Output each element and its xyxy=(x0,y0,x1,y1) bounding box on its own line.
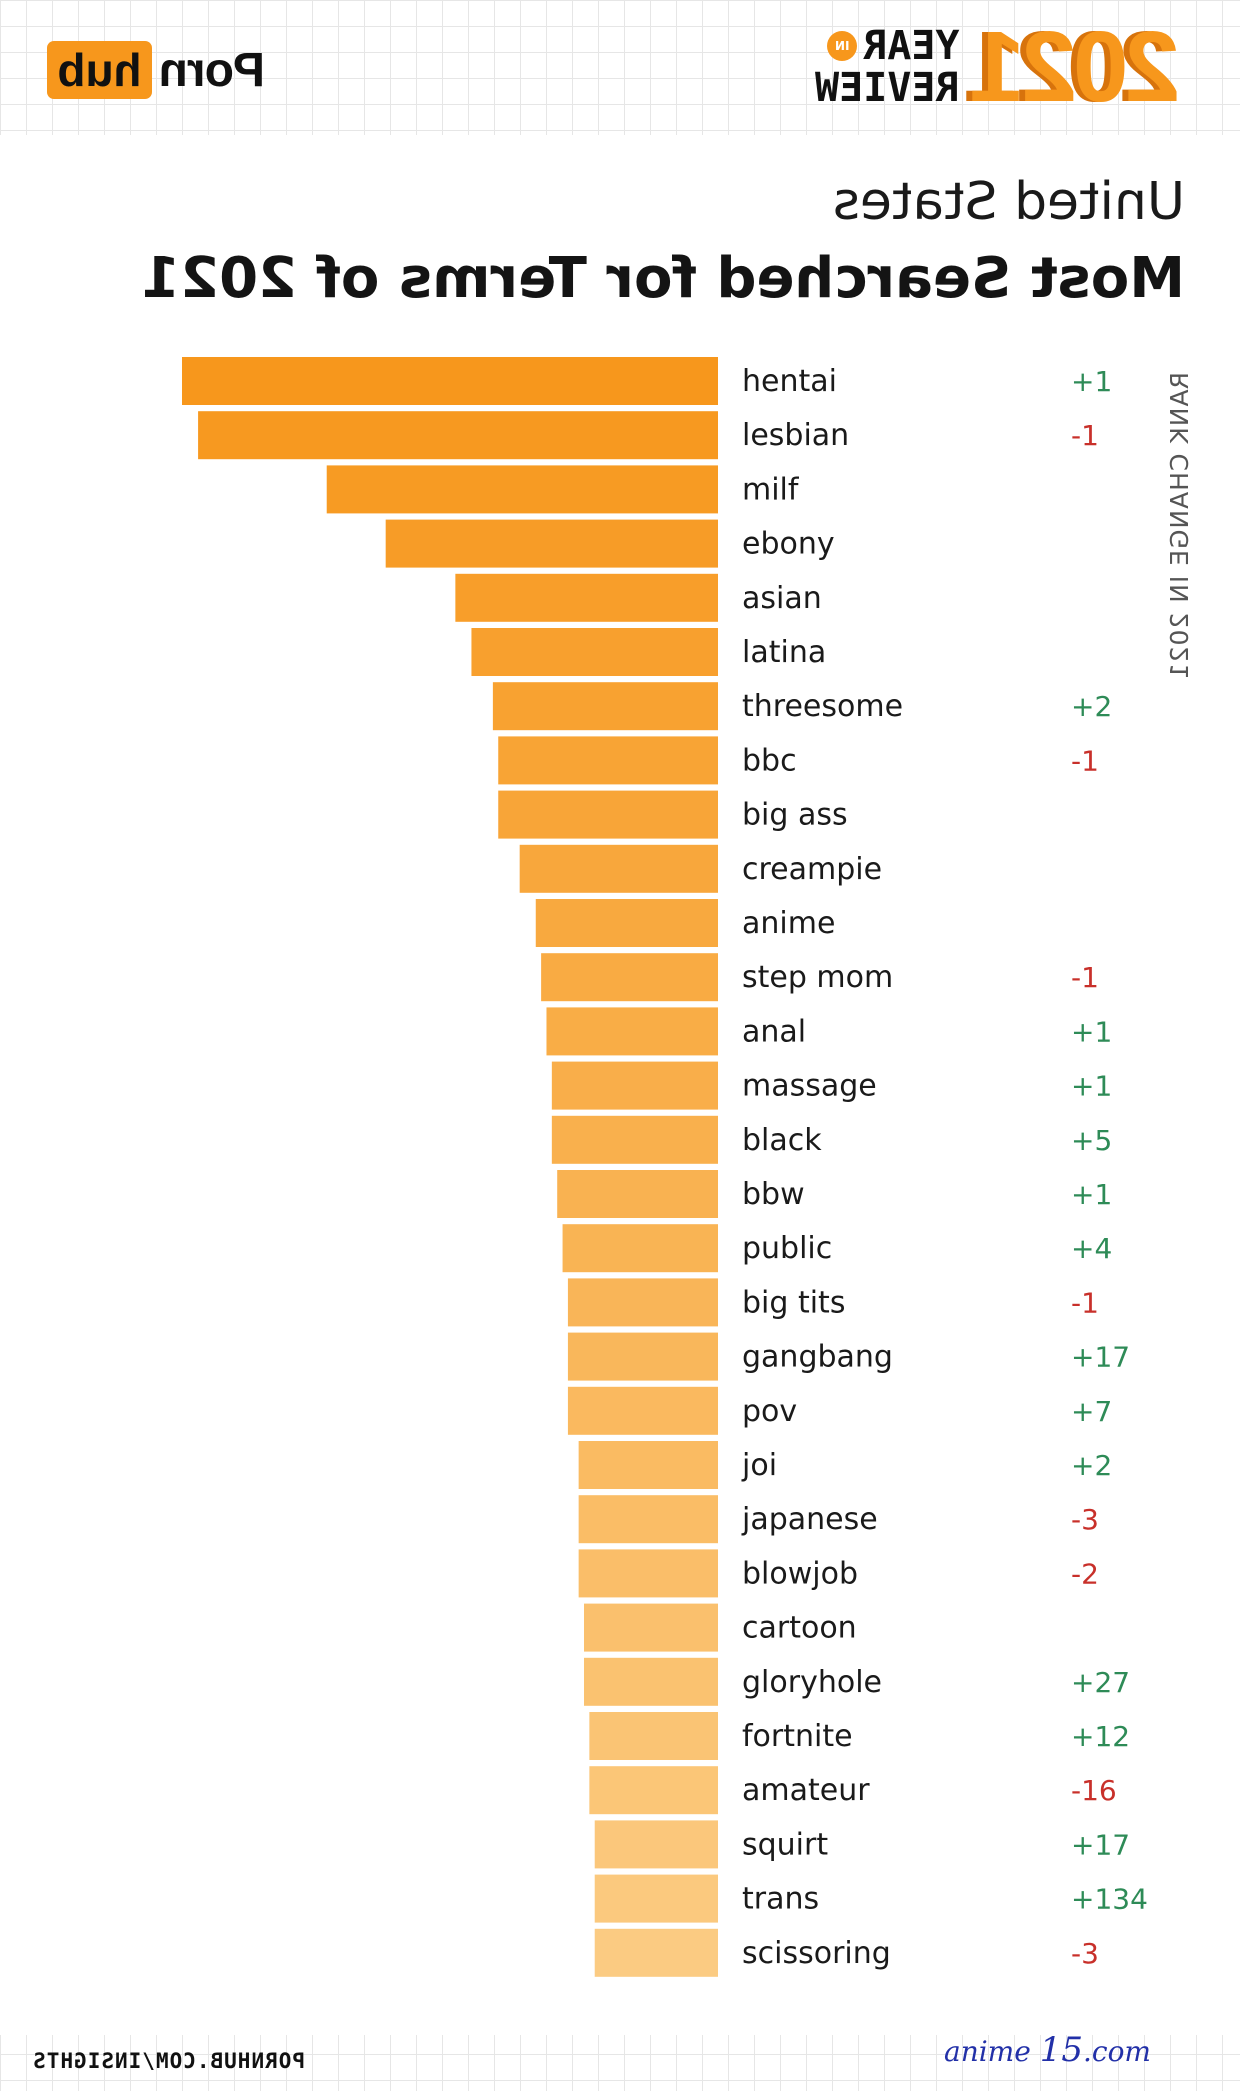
term-label: threesome xyxy=(742,689,903,724)
term-label: bbw xyxy=(742,1177,805,1212)
bar-gangbang xyxy=(567,1332,718,1381)
rank-change-value: -2 xyxy=(1071,1557,1099,1590)
rank-change-value: -3 xyxy=(1071,1937,1099,1970)
term-label: ebony xyxy=(742,527,835,562)
term-label: black xyxy=(742,1123,822,1158)
rank-change-value: -1 xyxy=(1071,744,1099,777)
rank-change-value: +1 xyxy=(1071,1070,1112,1103)
rank-change-value: +1 xyxy=(1071,1015,1112,1048)
term-label: milf xyxy=(742,472,800,507)
term-label: scissoring xyxy=(742,1936,891,1971)
bar-blowjob xyxy=(578,1549,718,1598)
term-label: blowjob xyxy=(742,1556,858,1591)
rank-change-value: -1 xyxy=(1071,419,1099,452)
bar-bbw xyxy=(557,1170,718,1218)
rank-change-value: -3 xyxy=(1071,1503,1099,1536)
term-label: joi xyxy=(741,1448,777,1483)
bar-step-mom xyxy=(541,953,718,1002)
rank-change-value: +1 xyxy=(1071,1178,1112,1211)
term-label: japanese xyxy=(741,1502,878,1537)
term-label: public xyxy=(742,1231,832,1266)
bar-lesbian xyxy=(198,411,718,460)
bar-black xyxy=(551,1115,718,1164)
rank-change-value: -16 xyxy=(1071,1774,1117,1807)
term-label: massage xyxy=(742,1069,877,1104)
rank-change-value: +2 xyxy=(1071,1449,1112,1482)
rank-change-value: +17 xyxy=(1071,1828,1130,1861)
term-label: big tits xyxy=(742,1285,845,1320)
footer-url: PORNHUB.COM/INSIGHTS xyxy=(32,2049,305,2073)
term-label: gloryhole xyxy=(742,1665,882,1700)
rank-change-value: +5 xyxy=(1071,1124,1112,1157)
rank-change-value: +17 xyxy=(1071,1341,1130,1374)
bar-creampie xyxy=(519,844,718,893)
bar-pov xyxy=(567,1386,718,1435)
rank-change-value: +134 xyxy=(1071,1883,1148,1916)
rank-change-value: -1 xyxy=(1071,1286,1099,1319)
term-label: gangbang xyxy=(742,1340,893,1375)
bar-squirt xyxy=(594,1820,718,1869)
bar-milf xyxy=(326,465,718,514)
term-label: squirt xyxy=(742,1827,828,1862)
bar-cartoon xyxy=(584,1603,718,1652)
term-label: amateur xyxy=(742,1773,870,1808)
term-label: creampie xyxy=(742,852,882,887)
bar-threesome xyxy=(492,682,718,731)
term-label: cartoon xyxy=(742,1611,857,1646)
term-label: bbc xyxy=(742,743,797,778)
watermark-prefix: anime xyxy=(944,2035,1031,2068)
bar-scissoring xyxy=(594,1928,718,1977)
rank-change-value: +1 xyxy=(1071,365,1112,398)
watermark: anime 15.com xyxy=(944,2030,1151,2070)
bar-anal xyxy=(546,1007,718,1056)
bar-massage xyxy=(551,1061,718,1110)
term-label: fortnite xyxy=(742,1719,853,1754)
term-label: anime xyxy=(742,906,835,941)
bar-bbc xyxy=(498,736,718,785)
term-label: lesbian xyxy=(742,418,849,453)
bar-fortnite xyxy=(589,1712,718,1760)
term-label: anal xyxy=(742,1014,806,1049)
bar-amateur xyxy=(589,1766,718,1815)
term-label: trans xyxy=(742,1882,819,1917)
rank-change-value: -1 xyxy=(1071,961,1099,994)
bar-public xyxy=(562,1224,718,1273)
term-label: asian xyxy=(742,581,822,616)
bar-hentai xyxy=(182,357,718,405)
bar-anime xyxy=(535,899,718,947)
term-label: pov xyxy=(742,1394,797,1429)
bar-trans xyxy=(594,1874,718,1923)
rank-change-value: +12 xyxy=(1071,1720,1130,1753)
rank-change-value: +4 xyxy=(1071,1232,1112,1265)
term-label: latina xyxy=(742,635,826,670)
term-label: big ass xyxy=(742,798,848,833)
bar-big-ass xyxy=(498,790,718,839)
watermark-number: 15 xyxy=(1039,2030,1083,2070)
rank-change-value: +2 xyxy=(1071,690,1112,723)
rank-change-value: +7 xyxy=(1071,1395,1112,1428)
bar-ebony xyxy=(385,519,718,568)
term-label: hentai xyxy=(742,364,837,399)
bar-latina xyxy=(471,628,718,676)
term-label: step mom xyxy=(742,960,893,995)
rank-change-value: +27 xyxy=(1071,1666,1130,1699)
bar-japanese xyxy=(578,1495,718,1544)
bar-joi xyxy=(578,1441,718,1489)
bar-asian xyxy=(455,573,718,622)
bar-gloryhole xyxy=(584,1657,718,1706)
watermark-suffix: .com xyxy=(1082,2035,1151,2068)
bar-big-tits xyxy=(567,1278,718,1327)
